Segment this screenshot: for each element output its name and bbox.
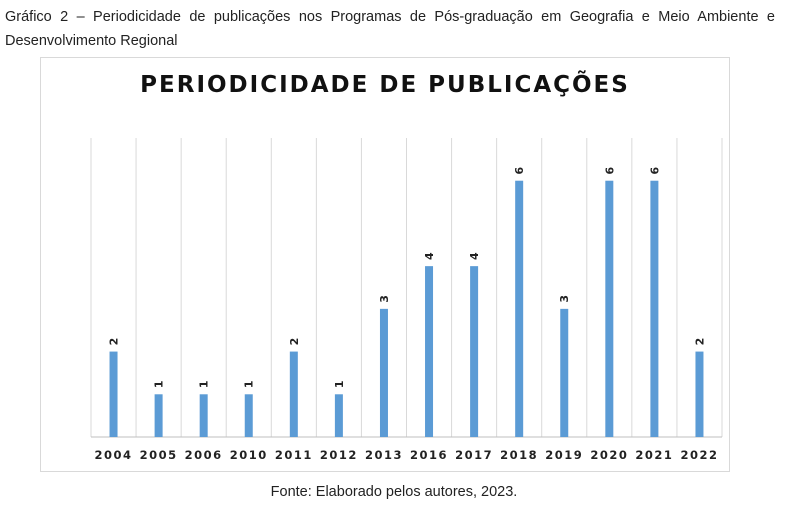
data-label-2005: 1	[153, 380, 166, 388]
bar-2019	[560, 308, 569, 437]
chart-title: PERIODICIDADE DE PUBLICAÇÕES	[140, 72, 630, 98]
bar-2006	[199, 394, 208, 437]
bar-2022	[695, 351, 704, 437]
bar-2010	[244, 394, 253, 437]
x-tick-label-2006: 2006	[185, 448, 223, 462]
bar-2005	[154, 394, 163, 437]
data-label-2012: 1	[333, 380, 346, 388]
data-label-2022: 2	[693, 338, 706, 346]
data-label-2020: 6	[603, 167, 616, 175]
data-label-2010: 1	[243, 380, 256, 388]
data-label-2018: 6	[513, 167, 526, 175]
x-tick-label-2017: 2017	[455, 448, 493, 462]
bar-2013	[379, 308, 388, 437]
bar-2004	[109, 351, 118, 437]
x-tick-label-2011: 2011	[275, 448, 313, 462]
x-tick-label-2022: 2022	[680, 448, 718, 462]
bar-2016	[425, 266, 434, 437]
data-label-2004: 2	[108, 338, 121, 346]
x-tick-label-2020: 2020	[590, 448, 628, 462]
data-label-2019: 3	[558, 295, 571, 303]
x-tick-label-2012: 2012	[320, 448, 358, 462]
chart-area: PERIODICIDADE DE PUBLICAÇÕES 2 2004 1 2005 1…	[40, 57, 730, 472]
data-label-2011: 2	[288, 338, 301, 346]
data-label-2006: 1	[198, 380, 211, 388]
bar-2012	[334, 394, 343, 437]
bar-2011	[289, 351, 298, 437]
x-tick-label-2016: 2016	[410, 448, 448, 462]
x-tick-label-2013: 2013	[365, 448, 403, 462]
x-tick-label-2018: 2018	[500, 448, 538, 462]
bar-chart-plot: 2 2004 1 2005 1 2006 1 2010 2 2011 1 2012 3 2013 4 2016…	[90, 138, 723, 462]
data-label-2013: 3	[378, 295, 391, 303]
x-tick-label-2021: 2021	[635, 448, 673, 462]
x-tick-label-2004: 2004	[95, 448, 133, 462]
x-tick-label-2005: 2005	[140, 448, 178, 462]
x-tick-label-2010: 2010	[230, 448, 268, 462]
data-label-2021: 6	[648, 167, 661, 175]
source-note: Fonte: Elaborado pelos autores, 2023.	[270, 484, 518, 500]
x-tick-label-2019: 2019	[545, 448, 583, 462]
bar-2021	[650, 180, 659, 437]
data-label-2017: 4	[468, 252, 481, 260]
bar-2018	[515, 180, 524, 437]
bar-2017	[470, 266, 479, 437]
figure-caption: Gráfico 2 – Periodicidade de publicações…	[5, 9, 775, 49]
bar-2020	[605, 180, 614, 437]
data-label-2016: 4	[423, 252, 436, 260]
